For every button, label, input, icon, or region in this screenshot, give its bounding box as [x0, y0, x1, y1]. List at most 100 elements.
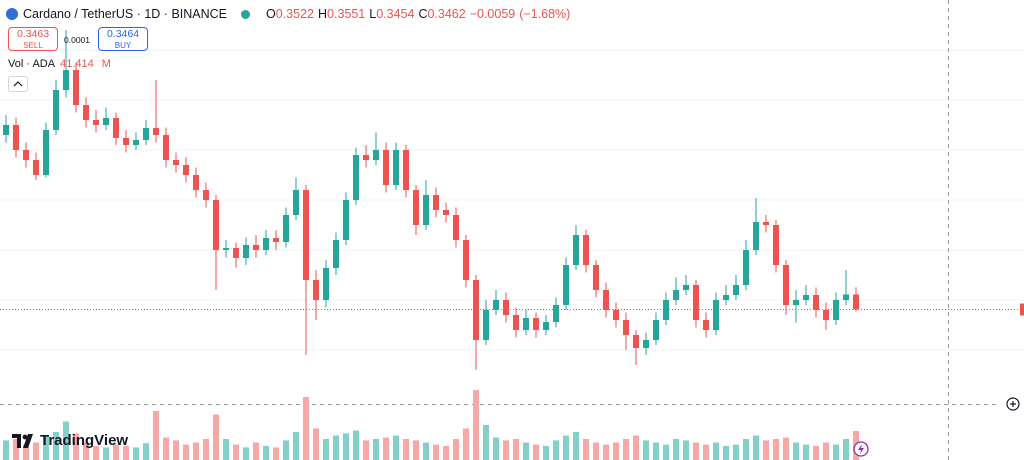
buy-button[interactable]: 0.3464 BUY: [98, 27, 148, 51]
candle-body: [373, 150, 379, 160]
market-status: [241, 9, 251, 19]
candle-body: [113, 118, 119, 138]
volume-bar: [553, 440, 559, 460]
candle-body: [513, 315, 519, 330]
volume-bar: [273, 447, 279, 460]
candle-body: [363, 155, 369, 160]
volume-bar: [523, 442, 529, 460]
volume-bar: [493, 437, 499, 460]
volume-bar: [3, 440, 9, 460]
candle-body: [383, 150, 389, 185]
candle-body: [223, 248, 229, 250]
volume-bar: [143, 443, 149, 460]
volume-unit: M: [101, 58, 111, 70]
candle-body: [153, 128, 159, 135]
candle-body: [473, 280, 479, 340]
candle-body: [483, 310, 489, 340]
volume-bar: [613, 442, 619, 460]
candle-body: [403, 150, 409, 190]
candle-body: [353, 155, 359, 200]
symbol[interactable]: Cardano / TetherUS · 1D · BINANCE: [23, 7, 228, 21]
candle-body: [193, 175, 199, 190]
brand-logo: [12, 433, 33, 448]
ohlc-value: 0.3454: [376, 7, 415, 21]
candle-body: [93, 120, 99, 125]
candle-body: [463, 240, 469, 280]
volume-bar: [153, 411, 159, 460]
candle-body: [23, 150, 29, 160]
volume-bar: [743, 439, 749, 460]
candle-body: [433, 195, 439, 210]
candle-body: [63, 70, 69, 90]
volume-bar: [793, 442, 799, 460]
ohlc-value: 0.3522: [275, 7, 314, 21]
candle-body: [233, 248, 239, 258]
ohlc-value: 0.3462: [427, 7, 466, 21]
volume-bar: [653, 442, 659, 460]
volume-bar: [783, 437, 789, 460]
volume-bar: [203, 439, 209, 460]
volume-bar: [683, 440, 689, 460]
volume-bar: [643, 440, 649, 460]
volume-bar: [733, 444, 739, 460]
candle-body: [763, 222, 769, 225]
candle-body: [453, 215, 459, 240]
candle-body: [493, 300, 499, 310]
volume-bar: [383, 437, 389, 460]
candle-body: [293, 190, 299, 215]
volume-value: 41.414: [60, 58, 94, 70]
volume-bar: [443, 446, 449, 460]
candle-body: [273, 238, 279, 242]
volume-bar: [313, 428, 319, 460]
candle-body: [623, 320, 629, 335]
sell-button[interactable]: 0.3463 SELL: [8, 27, 58, 51]
candle-body: [803, 295, 809, 300]
volume-bar: [83, 442, 89, 460]
ohlc-letter: C: [418, 7, 428, 21]
volume-bar: [723, 446, 729, 460]
candle-body: [833, 300, 839, 320]
candle-body: [583, 235, 589, 265]
volume-bar: [663, 444, 669, 460]
candle-body: [43, 130, 49, 175]
collapse-button[interactable]: [8, 76, 28, 92]
candle-body: [263, 238, 269, 250]
volume-bar: [543, 446, 549, 460]
volume-legend: Vol · ADA 41.414 M: [8, 58, 111, 70]
volume-bar: [353, 430, 359, 460]
volume-bar: [13, 439, 19, 460]
volume-bar: [423, 442, 429, 460]
volume-bar: [63, 421, 69, 460]
volume-bar: [393, 435, 399, 460]
volume-bar: [303, 397, 309, 460]
candle-body: [13, 125, 19, 150]
volume-bar: [323, 439, 329, 460]
candle-body: [53, 90, 59, 130]
volume-bar: [283, 440, 289, 460]
volume-bar: [133, 447, 139, 460]
candle-body: [653, 320, 659, 340]
volume-bar: [363, 440, 369, 460]
candle-body: [343, 200, 349, 240]
candle-body: [743, 250, 749, 285]
candle-body: [393, 150, 399, 185]
volume-bar: [753, 435, 759, 460]
candle-body: [853, 294, 859, 310]
candle-body: [523, 318, 529, 330]
volume-bar: [233, 444, 239, 460]
sell-label: SELL: [23, 41, 43, 50]
volume-bar: [563, 435, 569, 460]
candle-body: [553, 305, 559, 322]
volume-bar: [533, 444, 539, 460]
volume-bar: [173, 440, 179, 460]
brand: TradingView: [12, 432, 128, 449]
candle-body: [73, 70, 79, 105]
candle-body: [783, 265, 789, 305]
volume-bar: [823, 442, 829, 460]
volume-bar: [433, 444, 439, 460]
volume-bar: [583, 439, 589, 460]
candle-body: [413, 190, 419, 225]
candle-body: [693, 285, 699, 320]
spread: 0.0001: [64, 35, 90, 45]
candle-body: [753, 222, 759, 250]
